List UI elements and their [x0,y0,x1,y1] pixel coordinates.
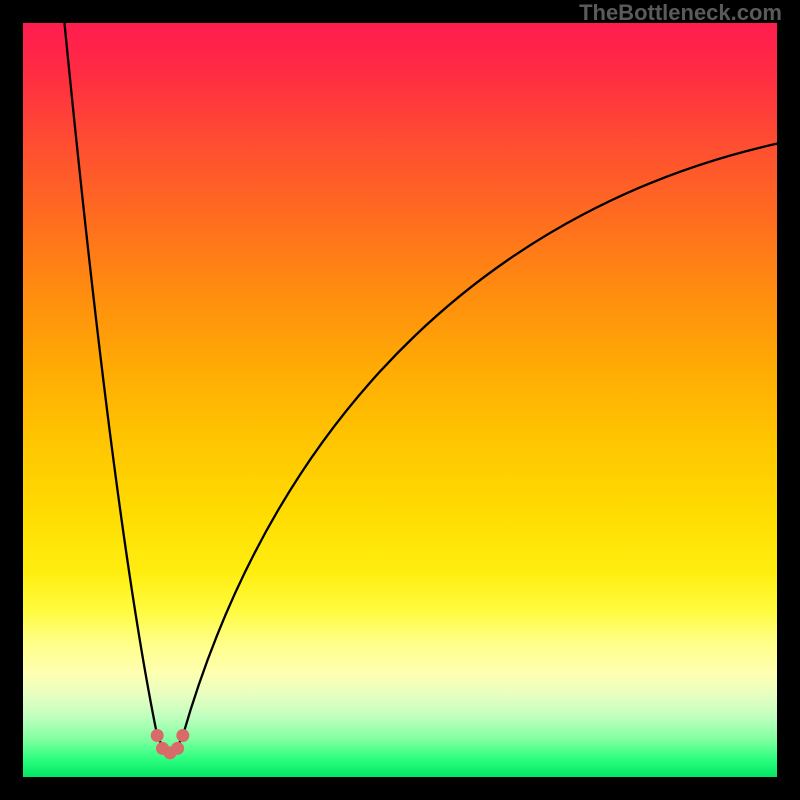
chart-container: { "watermark": { "text": "TheBottleneck.… [0,0,800,800]
bottleneck-chart [0,0,800,800]
plot-area-gradient [23,23,777,777]
watermark-text: TheBottleneck.com [579,0,782,26]
valley-marker-dot [176,729,189,742]
valley-marker-dot [151,729,164,742]
valley-marker-dot [171,742,184,755]
